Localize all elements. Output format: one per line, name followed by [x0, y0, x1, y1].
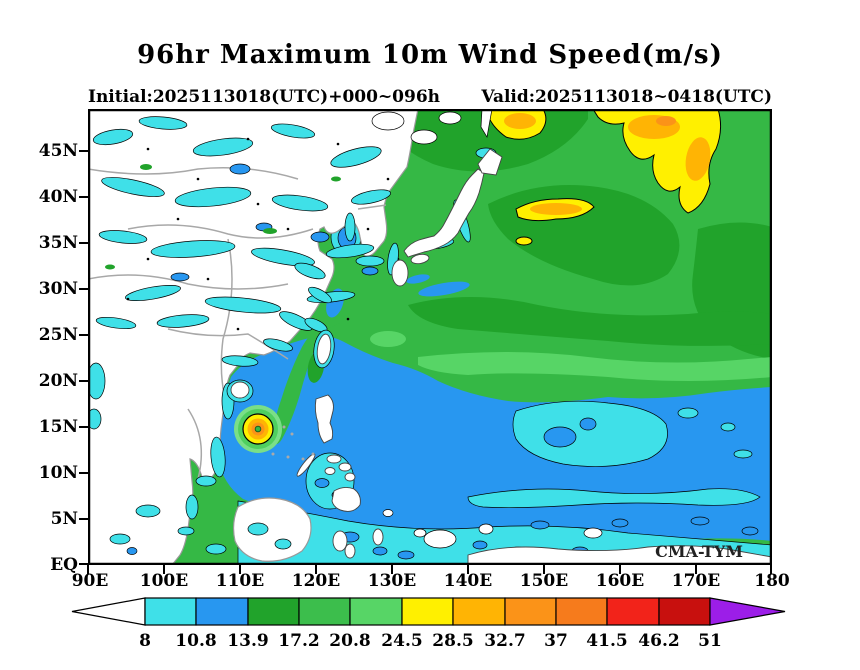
y-tick-45n: 45N — [38, 141, 78, 161]
colorbar-label: 32.7 — [484, 631, 525, 651]
y-tick-40n: 40N — [38, 187, 78, 207]
light-green-band — [370, 331, 772, 381]
y-tick-20n: 20N — [38, 371, 78, 391]
colorbar-label: 46.2 — [638, 631, 679, 651]
y-tick-35n: 35N — [38, 233, 78, 253]
x-tickmark — [467, 565, 469, 574]
colorbar-label: 17.2 — [278, 631, 319, 651]
y-tickmark — [79, 196, 88, 198]
y-tickmark — [79, 150, 88, 152]
x-tick-90e: 90E — [71, 571, 109, 591]
y-tickmark — [79, 563, 88, 565]
x-tick-140e: 140E — [443, 571, 493, 591]
x-tickmark — [695, 565, 697, 574]
y-tick-25n: 25N — [38, 325, 78, 345]
colorbar-label: 41.5 — [586, 631, 627, 651]
map-plot-area: CMA-TYM — [86, 108, 773, 566]
island-land-masses — [230, 148, 503, 562]
colorbar-label: 28.5 — [432, 631, 473, 651]
colorbar-underflow-arrow — [71, 597, 146, 626]
colorbar-segment — [247, 597, 300, 626]
y-tickmark — [79, 242, 88, 244]
y-tickmark — [79, 334, 88, 336]
initial-time-label: Initial:2025113018(UTC)+000~096h — [88, 87, 441, 107]
x-tick-130e: 130E — [367, 571, 417, 591]
colorbar-label: 24.5 — [381, 631, 422, 651]
colorbar-segment — [606, 597, 660, 626]
typhoon-eye-icon — [254, 425, 262, 433]
x-tickmark — [619, 565, 621, 574]
colorbar-segment — [195, 597, 249, 626]
y-tickmark — [79, 472, 88, 474]
map-frame — [87, 108, 773, 566]
colorbar-label: 20.8 — [329, 631, 370, 651]
y-tick-10n: 10N — [38, 463, 78, 483]
x-tick-110e: 110E — [215, 571, 265, 591]
contour-speckles — [126, 137, 400, 331]
colorbar-segment — [144, 597, 197, 626]
x-tickmark — [87, 565, 89, 574]
dark-green-wind-regions — [388, 109, 772, 359]
colorbar-segment — [658, 597, 711, 626]
x-tickmark — [391, 565, 393, 574]
y-tickmark — [79, 518, 88, 520]
colorbar-segment — [349, 597, 403, 626]
colorbar-overflow-arrow — [709, 597, 786, 626]
y-tick-15n: 15N — [38, 417, 78, 437]
colorbar-segment — [504, 597, 557, 626]
colorbar-segment — [298, 597, 351, 626]
colorbar-legend: 8 10.8 13.9 17.2 20.8 24.5 28.5 32.7 37 … — [71, 597, 786, 651]
x-tick-120e: 120E — [291, 571, 341, 591]
y-tickmark — [79, 288, 88, 290]
x-tickmark — [239, 565, 241, 574]
typhoon-symbol — [234, 405, 282, 453]
x-tick-160e: 160E — [595, 571, 645, 591]
y-tick-30n: 30N — [38, 279, 78, 299]
colorbar-label: 8 — [139, 631, 151, 651]
yellow-storm-patches — [487, 108, 722, 246]
valid-time-label: Valid:2025113018~0418(UTC) — [481, 87, 772, 107]
x-tickmark — [163, 565, 165, 574]
colorbar-label: 51 — [698, 631, 722, 651]
wind-speed-map: CMA-TYM — [86, 108, 773, 566]
y-tickmark — [79, 380, 88, 382]
y-tick-5n: 5N — [50, 509, 78, 529]
x-tick-180: 180 — [754, 571, 790, 591]
x-tickmark — [543, 565, 545, 574]
x-tick-150e: 150E — [519, 571, 569, 591]
y-tick-eq: EQ — [50, 555, 78, 575]
colorbar-segment — [452, 597, 506, 626]
colorbar-label: 10.8 — [175, 631, 216, 651]
model-watermark: CMA-TYM — [655, 542, 743, 561]
colorbar-labels: 8 10.8 13.9 17.2 20.8 24.5 28.5 32.7 37 … — [139, 631, 722, 651]
x-tick-100e: 100E — [139, 571, 189, 591]
colorbar-segment — [555, 597, 608, 626]
colorbar-label: 37 — [544, 631, 568, 651]
y-tickmark — [79, 426, 88, 428]
chart-title: 96hr Maximum 10m Wind Speed(m/s) — [137, 40, 723, 70]
land-cyan-mottling — [92, 116, 400, 331]
x-tickmark — [770, 565, 772, 574]
colorbar-segment — [401, 597, 454, 626]
colorbar-label: 13.9 — [227, 631, 268, 651]
country-borders — [87, 167, 387, 480]
x-tick-170e: 170E — [671, 571, 721, 591]
x-tickmark — [315, 565, 317, 574]
